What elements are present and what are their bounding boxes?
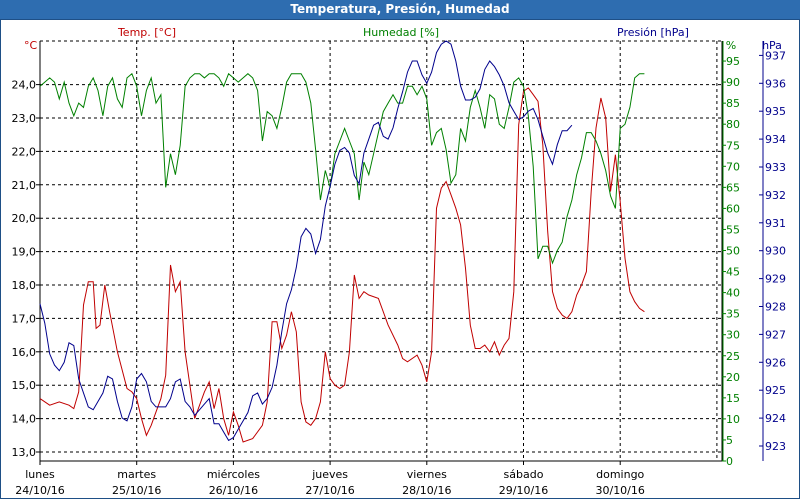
pres-tick-label: 926 [765, 356, 786, 369]
day-label: jueves [311, 468, 348, 481]
day-label: miércoles [207, 468, 260, 481]
hum-tick-label: 30 [726, 329, 740, 342]
hum-tick-label: 95 [726, 55, 740, 68]
pres-tick-label: 933 [765, 161, 786, 174]
pres-tick-label: 932 [765, 189, 786, 202]
temp-tick-label: 23,0 [12, 112, 37, 125]
temp-tick-label: 22,0 [12, 145, 37, 158]
hum-tick-label: 80 [726, 118, 740, 131]
date-label: 27/10/16 [305, 484, 354, 497]
series-pres-line [39, 40, 573, 442]
hum-tick-label: 0 [726, 455, 733, 468]
pres-tick-label: 937 [765, 49, 786, 62]
legend-pres: Presión [hPa] [617, 26, 689, 39]
hum-tick-label: 5 [726, 434, 733, 447]
pres-tick-label: 928 [765, 301, 786, 314]
pres-tick-label: 931 [765, 217, 786, 230]
pres-tick-label: 936 [765, 77, 786, 90]
date-label: 29/10/16 [499, 484, 548, 497]
hum-tick-label: 40 [726, 287, 740, 300]
day-label: domingo [596, 468, 644, 481]
hum-tick-label: 55 [726, 223, 740, 236]
hum-tick-label: 25 [726, 350, 740, 363]
temp-tick-label: 21,0 [12, 179, 37, 192]
pres-tick-label: 930 [765, 245, 786, 258]
hum-tick-label: 35 [726, 308, 740, 321]
date-label: 24/10/16 [15, 484, 64, 497]
pres-tick-label: 924 [765, 412, 786, 425]
temp-tick-label: 16,0 [12, 346, 37, 359]
date-label: 26/10/16 [209, 484, 258, 497]
temp-tick-label: 20,0 [12, 212, 37, 225]
temp-axis-unit: °C [24, 39, 38, 52]
day-label: sábado [504, 468, 544, 481]
temp-tick-label: 14,0 [12, 413, 37, 426]
temp-tick-label: 19,0 [12, 246, 37, 259]
temp-tick-label: 17,0 [12, 312, 37, 325]
hum-tick-label: 85 [726, 97, 740, 110]
day-label: martes [117, 468, 156, 481]
pres-tick-label: 929 [765, 273, 786, 286]
window-title: Temperatura, Presión, Humedad [0, 0, 800, 20]
day-label: viernes [407, 468, 447, 481]
hum-tick-label: 15 [726, 392, 740, 405]
hum-tick-label: 75 [726, 139, 740, 152]
hum-axis-unit: % [726, 39, 736, 52]
hum-tick-label: 45 [726, 266, 740, 279]
hum-tick-label: 70 [726, 160, 740, 173]
grid [40, 41, 722, 461]
pres-tick-label: 927 [765, 328, 786, 341]
pres-tick-label: 935 [765, 105, 786, 118]
pres-tick-label: 934 [765, 133, 786, 146]
date-label: 25/10/16 [112, 484, 161, 497]
hum-tick-label: 20 [726, 371, 740, 384]
series-hum-line [39, 72, 645, 265]
hum-tick-label: 60 [726, 202, 740, 215]
legend-temp: Temp. [°C] [117, 26, 176, 39]
pres-tick-label: 925 [765, 384, 786, 397]
hum-tick-label: 90 [726, 76, 740, 89]
hum-tick-label: 65 [726, 181, 740, 194]
day-label: lunes [25, 468, 55, 481]
series-temp-line [39, 87, 645, 443]
temp-tick-label: 15,0 [12, 379, 37, 392]
date-label: 30/10/16 [595, 484, 644, 497]
temp-tick-label: 24,0 [12, 79, 37, 92]
labels: °C Temp. [°C] Humedad [%] Presión [hPa] … [12, 26, 787, 497]
hum-tick-label: 10 [726, 413, 740, 426]
series-group [39, 40, 645, 443]
hum-tick-label: 50 [726, 245, 740, 258]
temp-tick-label: 13,0 [12, 446, 37, 459]
pres-axis-unit: hPa [762, 39, 782, 52]
pres-tick-label: 923 [765, 440, 786, 453]
legend-hum: Humedad [%] [363, 26, 439, 39]
date-label: 28/10/16 [402, 484, 451, 497]
temp-tick-label: 18,0 [12, 279, 37, 292]
axes [36, 40, 764, 465]
